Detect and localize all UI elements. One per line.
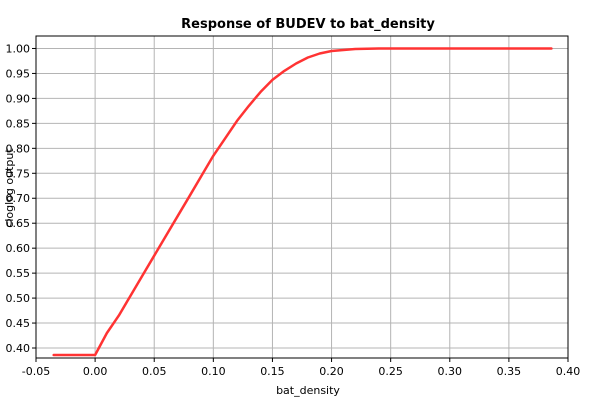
- y-tick-label: 0.90: [6, 92, 31, 105]
- x-tick-label: 0.40: [556, 365, 581, 378]
- y-tick-label: 0.60: [6, 242, 31, 255]
- y-tick-label: 0.80: [6, 142, 31, 155]
- y-tick-label: 0.65: [6, 217, 31, 230]
- x-tick-label: 0.30: [438, 365, 463, 378]
- y-axis-ticks: 0.40 0.45 0.50 0.55 0.60 0.65 0.70 0.75 0.80 0.85…: [6, 42, 36, 355]
- plot-area: [36, 36, 568, 358]
- series-group: [52, 47, 553, 357]
- y-tick-label: 0.50: [6, 292, 31, 305]
- y-tick-label: 1.00: [6, 42, 31, 55]
- x-tick-label: 0.25: [378, 365, 403, 378]
- x-tick-label: 0.10: [201, 365, 226, 378]
- y-tick-label: 0.40: [6, 342, 31, 355]
- y-tick-label: 0.55: [6, 267, 31, 280]
- series-line-0: [52, 47, 553, 357]
- x-tick-label: 0.35: [497, 365, 522, 378]
- x-tick-label: 0.00: [83, 365, 108, 378]
- y-tick-label: 0.70: [6, 192, 31, 205]
- chart-title: Response of BUDEV to bat_density: [181, 17, 435, 32]
- x-tick-label: -0.05: [22, 365, 50, 378]
- x-tick-label: 0.15: [260, 365, 285, 378]
- y-axis-label: cloglog output: [3, 148, 16, 228]
- y-tick-label: 0.85: [6, 117, 31, 130]
- x-axis-ticks: -0.05 0.00 0.05 0.10 0.15 0.20 0.25 0.30 0.35 0.4…: [22, 358, 580, 378]
- plot-border: [35, 35, 569, 359]
- x-tick-label: 0.05: [142, 365, 167, 378]
- x-tick-label: 0.20: [319, 365, 344, 378]
- y-tick-label: 0.95: [6, 67, 31, 80]
- y-tick-label: 0.75: [6, 167, 31, 180]
- x-axis-label: bat_density: [276, 384, 340, 397]
- y-tick-label: 0.45: [6, 317, 31, 330]
